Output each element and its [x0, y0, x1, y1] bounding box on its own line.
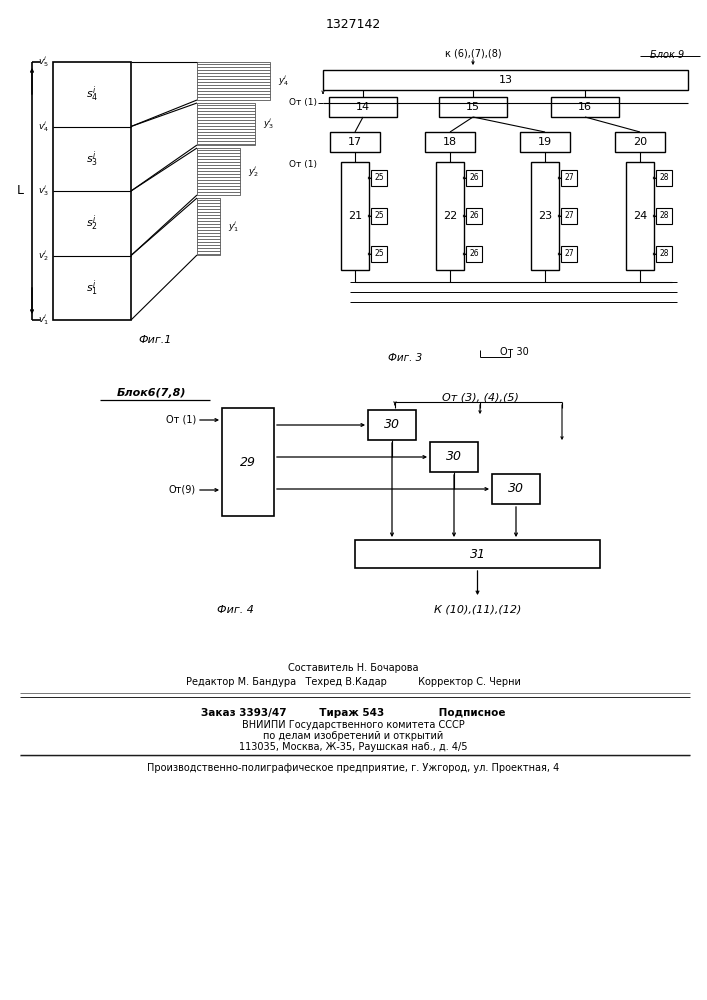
Bar [656, 208, 672, 224]
Text: 28: 28 [659, 249, 669, 258]
Text: 24: 24 [633, 211, 647, 221]
Bar [222, 408, 274, 516]
Text: $s_2^i$: $s_2^i$ [86, 213, 98, 233]
Text: 30: 30 [446, 450, 462, 464]
Text: 29: 29 [240, 456, 256, 468]
Text: От(9): От(9) [169, 485, 196, 495]
Bar [371, 246, 387, 262]
Text: Блок 9: Блок 9 [650, 50, 684, 60]
Text: Производственно-полиграфическое предприятие, г. Ужгород, ул. Проектная, 4: Производственно-полиграфическое предприя… [147, 763, 559, 773]
Text: 17: 17 [348, 137, 362, 147]
Bar [466, 246, 482, 262]
Text: Составитель Н. Бочарова: Составитель Н. Бочарова [288, 663, 419, 673]
Text: Фиг.1: Фиг.1 [139, 335, 172, 345]
Text: 30: 30 [384, 418, 400, 432]
Text: $y_4^i$: $y_4^i$ [278, 74, 289, 88]
Bar [430, 442, 478, 472]
Text: $y_1^i$: $y_1^i$ [228, 219, 239, 234]
Bar [330, 132, 380, 152]
Bar [466, 208, 482, 224]
Text: 20: 20 [633, 137, 647, 147]
Text: 16: 16 [578, 102, 592, 112]
Text: От (1): От (1) [289, 99, 317, 107]
Text: 19: 19 [538, 137, 552, 147]
Bar [656, 170, 672, 186]
Text: $s_4^i$: $s_4^i$ [86, 84, 98, 104]
Text: 26: 26 [469, 249, 479, 258]
Bar [425, 132, 475, 152]
Text: 25: 25 [374, 249, 384, 258]
Text: по делам изобретений и открытий: по делам изобретений и открытий [263, 731, 443, 741]
Text: 31: 31 [469, 548, 486, 560]
Bar [368, 410, 416, 440]
Bar [615, 132, 665, 152]
Text: к (6),(7),(8): к (6),(7),(8) [445, 48, 501, 58]
Bar [531, 162, 559, 270]
Text: 26: 26 [469, 174, 479, 182]
Text: 21: 21 [348, 211, 362, 221]
Bar [371, 208, 387, 224]
Text: $v_4^i$: $v_4^i$ [38, 119, 49, 134]
Bar [197, 198, 220, 255]
Text: От (3), (4),(5): От (3), (4),(5) [442, 393, 518, 403]
Text: 1327142: 1327142 [325, 18, 380, 31]
Text: От (1): От (1) [165, 415, 196, 425]
Text: 28: 28 [659, 212, 669, 221]
Text: К (10),(11),(12): К (10),(11),(12) [434, 605, 521, 615]
Text: 113035, Москва, Ж-35, Раушская наб., д. 4/5: 113035, Москва, Ж-35, Раушская наб., д. … [239, 742, 467, 752]
Text: $s_3^i$: $s_3^i$ [86, 149, 98, 169]
Bar [492, 474, 540, 504]
Text: Блок6(7,8): Блок6(7,8) [117, 388, 187, 398]
Text: $v_5^i$: $v_5^i$ [38, 55, 49, 69]
Text: 27: 27 [564, 174, 574, 182]
Text: 14: 14 [356, 102, 370, 112]
Text: Фиг. 4: Фиг. 4 [216, 605, 253, 615]
Text: 18: 18 [443, 137, 457, 147]
Text: От 30: От 30 [500, 347, 529, 357]
Text: 13: 13 [498, 75, 513, 85]
Text: 28: 28 [659, 174, 669, 182]
Text: 27: 27 [564, 212, 574, 221]
Text: L: L [17, 184, 24, 198]
Text: Фиг. 3: Фиг. 3 [388, 353, 422, 363]
Bar [626, 162, 654, 270]
Text: $v_1^i$: $v_1^i$ [38, 313, 49, 327]
Text: $v_2^i$: $v_2^i$ [38, 248, 49, 263]
Bar [197, 62, 270, 100]
Bar [520, 132, 570, 152]
Text: 15: 15 [466, 102, 480, 112]
Text: 25: 25 [374, 174, 384, 182]
Bar [197, 103, 255, 145]
Bar [53, 62, 131, 320]
Text: 23: 23 [538, 211, 552, 221]
Text: ВНИИПИ Государственного комитета СССР: ВНИИПИ Государственного комитета СССР [242, 720, 464, 730]
Bar [341, 162, 369, 270]
Bar [329, 97, 397, 117]
Bar [436, 162, 464, 270]
Bar [551, 97, 619, 117]
Text: $y_2^i$: $y_2^i$ [248, 164, 259, 179]
Bar [656, 246, 672, 262]
Bar [561, 208, 577, 224]
Text: 22: 22 [443, 211, 457, 221]
Text: $s_1^i$: $s_1^i$ [86, 278, 98, 298]
Text: 25: 25 [374, 212, 384, 221]
Bar [466, 170, 482, 186]
Bar [197, 148, 240, 195]
Text: $v_3^i$: $v_3^i$ [38, 184, 49, 198]
Text: 30: 30 [508, 483, 524, 495]
Text: От (1): От (1) [289, 160, 317, 169]
Text: 27: 27 [564, 249, 574, 258]
Text: Заказ 3393/47         Тираж 543               Подписное: Заказ 3393/47 Тираж 543 Подписное [201, 708, 506, 718]
Bar [323, 70, 688, 90]
Text: 26: 26 [469, 212, 479, 221]
Bar [371, 170, 387, 186]
Bar [355, 540, 600, 568]
Text: Редактор М. Бандура   Техред В.Кадар          Корректор С. Черни: Редактор М. Бандура Техред В.Кадар Корре… [185, 677, 520, 687]
Bar [561, 246, 577, 262]
Text: $y_3^i$: $y_3^i$ [263, 117, 274, 131]
Bar [439, 97, 507, 117]
Bar [561, 170, 577, 186]
